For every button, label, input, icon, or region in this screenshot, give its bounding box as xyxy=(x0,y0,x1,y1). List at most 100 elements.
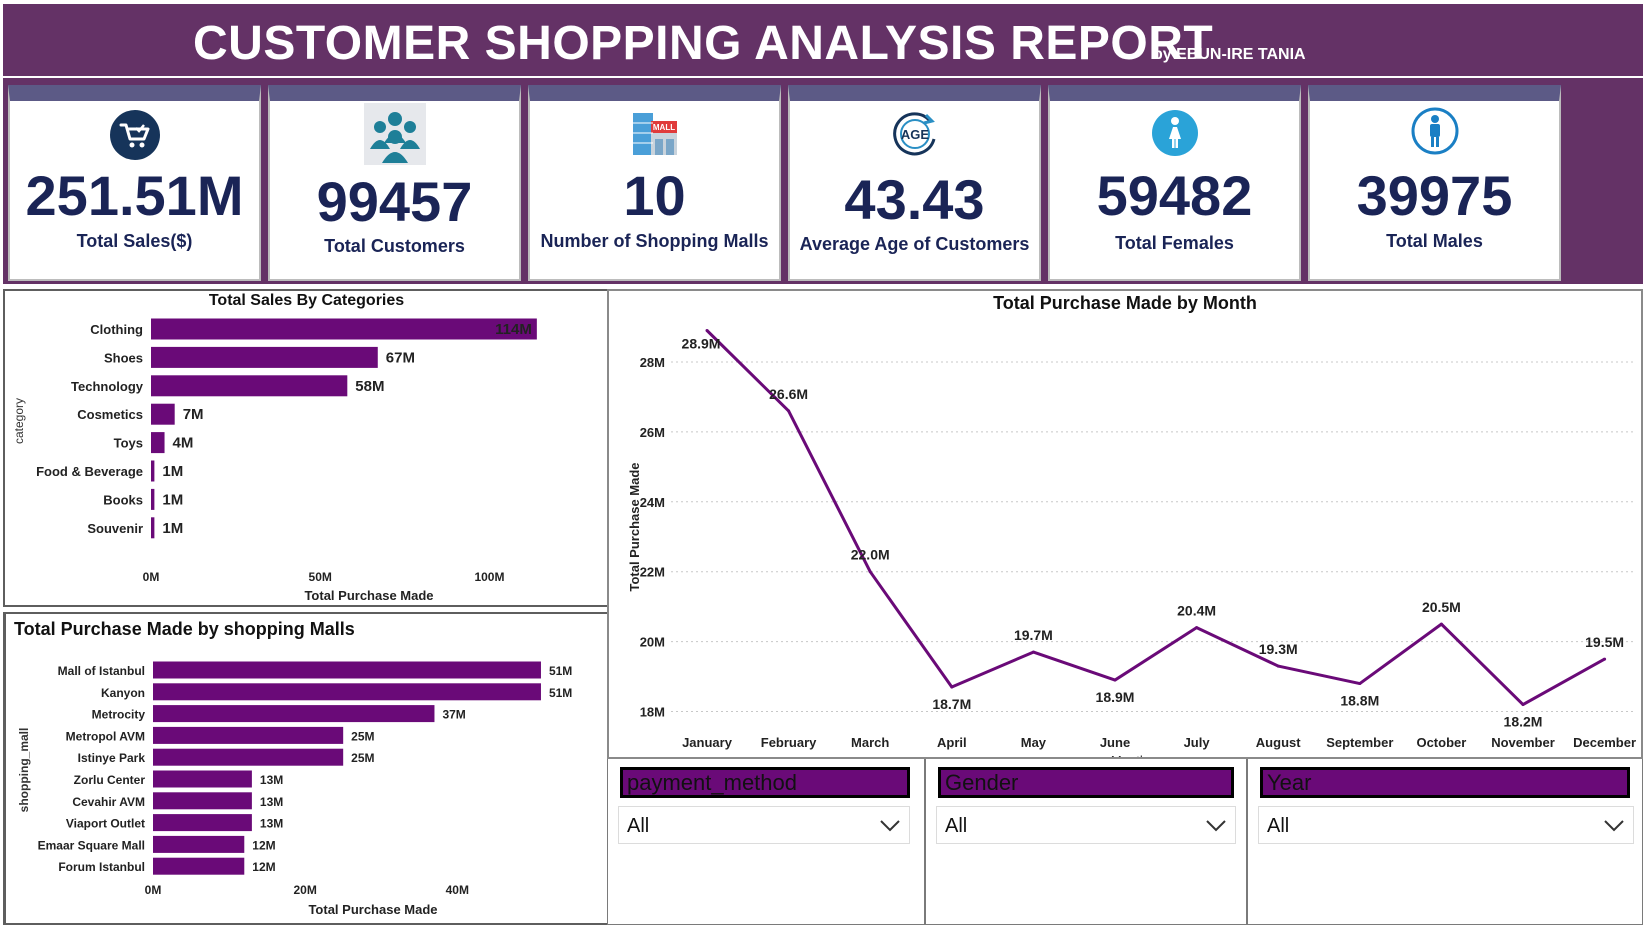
x-tick-label: October xyxy=(1416,735,1466,750)
data-point xyxy=(1031,650,1035,654)
data-point xyxy=(1195,626,1199,630)
slicer-header: payment_method xyxy=(620,767,910,798)
data-point xyxy=(1358,682,1362,686)
bar xyxy=(151,318,537,340)
data-label: 22.0M xyxy=(851,547,890,563)
x-tick-label: June xyxy=(1100,735,1130,750)
categories-chart-panel: Total Sales By Categories Clothing 114M Sh… xyxy=(3,289,610,607)
category-label: Metropol AVM xyxy=(66,729,145,743)
category-label: Shoes xyxy=(104,350,143,365)
bar xyxy=(153,683,541,701)
data-label: 13M xyxy=(260,817,283,831)
kpi-card-total-males: 39975 Total Males xyxy=(1308,85,1561,281)
x-tick-label: 40M xyxy=(446,883,469,897)
category-label: Mall of Istanbul xyxy=(58,664,145,678)
category-label: Books xyxy=(103,492,143,507)
kpi-label: Total Males xyxy=(1386,231,1483,251)
chevron-down-icon xyxy=(1604,820,1624,832)
kpi-card-total-customers: 99457 Total Customers xyxy=(268,85,521,281)
y-axis-label: category xyxy=(12,398,26,444)
bar xyxy=(153,661,541,679)
age-icon: AGE xyxy=(892,112,935,156)
x-tick-label: February xyxy=(761,735,817,750)
bar xyxy=(153,792,252,810)
dropdown-value: All xyxy=(627,815,650,837)
y-tick-label: 28M xyxy=(640,355,665,370)
monthly-chart-panel: Total Purchase Made by Month 18M 20M 22M 24… xyxy=(607,289,1643,759)
female-icon xyxy=(1151,110,1198,156)
bar xyxy=(151,375,348,397)
bar xyxy=(151,460,155,482)
data-point xyxy=(1603,657,1607,661)
category-label: Food & Beverage xyxy=(36,464,143,479)
category-label: Kanyon xyxy=(101,686,145,700)
data-label: 58M xyxy=(355,378,384,395)
dropdown-value: All xyxy=(1267,815,1290,837)
kpi-value: 99457 xyxy=(316,170,473,233)
kpi-card-average-age: AGE 43.43 Average Age of Customers xyxy=(788,85,1041,281)
bar xyxy=(151,432,165,454)
data-label: 12M xyxy=(252,838,275,852)
report-header: CUSTOMER SHOPPING ANALYSIS REPORT by EBU… xyxy=(3,4,1643,76)
report-title: CUSTOMER SHOPPING ANALYSIS REPORT xyxy=(193,17,1214,70)
data-point xyxy=(1521,703,1525,707)
y-tick-label: 22M xyxy=(640,565,665,580)
bar xyxy=(153,814,252,832)
series-line xyxy=(705,329,1606,707)
category-label: Clothing xyxy=(90,322,143,337)
report-byline: by EBUN-IRE TANIA xyxy=(1153,46,1306,63)
kpi-value: 10 xyxy=(623,164,686,227)
data-point xyxy=(1113,678,1117,682)
category-label: Viaport Outlet xyxy=(66,817,145,831)
data-label: 13M xyxy=(260,795,283,809)
mall-building-icon: MALL xyxy=(632,113,677,155)
x-tick-label: April xyxy=(937,735,967,750)
chevron-down-icon xyxy=(1206,820,1226,832)
kpi-label: Total Sales($) xyxy=(76,231,193,251)
malls-chart-panel: Total Purchase Made by shopping Malls Ma… xyxy=(3,612,610,925)
gender-dropdown[interactable]: All xyxy=(936,806,1236,844)
kpi-label: Total Customers xyxy=(324,236,465,256)
bar xyxy=(153,770,252,788)
data-label: 28.9M xyxy=(682,335,721,351)
chart-title: Total Sales By Categories xyxy=(208,292,405,309)
x-axis-label: Month xyxy=(1111,753,1147,757)
y-axis-label: shopping_mall xyxy=(17,728,31,813)
x-tick-label: September xyxy=(1326,735,1393,750)
data-label: 51M xyxy=(549,686,572,700)
payment-method-dropdown[interactable]: All xyxy=(618,806,910,844)
chevron-down-icon xyxy=(880,820,900,832)
bar xyxy=(153,705,435,723)
x-axis-label: Total Purchase Made xyxy=(304,588,433,603)
x-tick-label: 50M xyxy=(309,570,332,584)
kpi-card-total-sales: 251.51M Total Sales($) xyxy=(8,85,261,281)
dropdown-value: All xyxy=(945,815,968,837)
data-label: 18.9M xyxy=(1096,689,1135,705)
people-group-icon xyxy=(363,103,426,165)
category-label: Technology xyxy=(71,379,144,394)
data-label: 18.7M xyxy=(932,696,971,712)
chart-title: Total Purchase Made by Month xyxy=(993,293,1257,313)
data-label: 19.5M xyxy=(1585,634,1624,650)
category-label: Forum Istanbul xyxy=(58,860,145,874)
category-label: Toys xyxy=(114,436,143,451)
data-label: 20.5M xyxy=(1422,599,1461,615)
x-tick-label: January xyxy=(682,735,733,750)
year-dropdown[interactable]: All xyxy=(1258,806,1634,844)
x-tick-label: November xyxy=(1491,735,1555,750)
x-tick-label: August xyxy=(1256,735,1301,750)
category-label: Cosmetics xyxy=(77,407,143,422)
categories-bar-chart: Clothing 114M Shoes 67M Technology 58M Cosmeti… xyxy=(12,318,537,603)
data-label: 7M xyxy=(183,406,204,423)
data-point xyxy=(787,409,791,413)
y-tick-label: 20M xyxy=(640,635,665,650)
kpi-value: 59482 xyxy=(1096,164,1253,227)
data-label: 18.2M xyxy=(1504,714,1543,730)
data-label: 1M xyxy=(162,491,183,508)
y-tick-label: 24M xyxy=(640,495,665,510)
male-icon xyxy=(1411,107,1458,155)
data-point xyxy=(1439,622,1443,626)
category-label: Emaar Square Mall xyxy=(38,838,145,852)
x-tick-label: 100M xyxy=(474,570,504,584)
bar xyxy=(151,403,175,425)
